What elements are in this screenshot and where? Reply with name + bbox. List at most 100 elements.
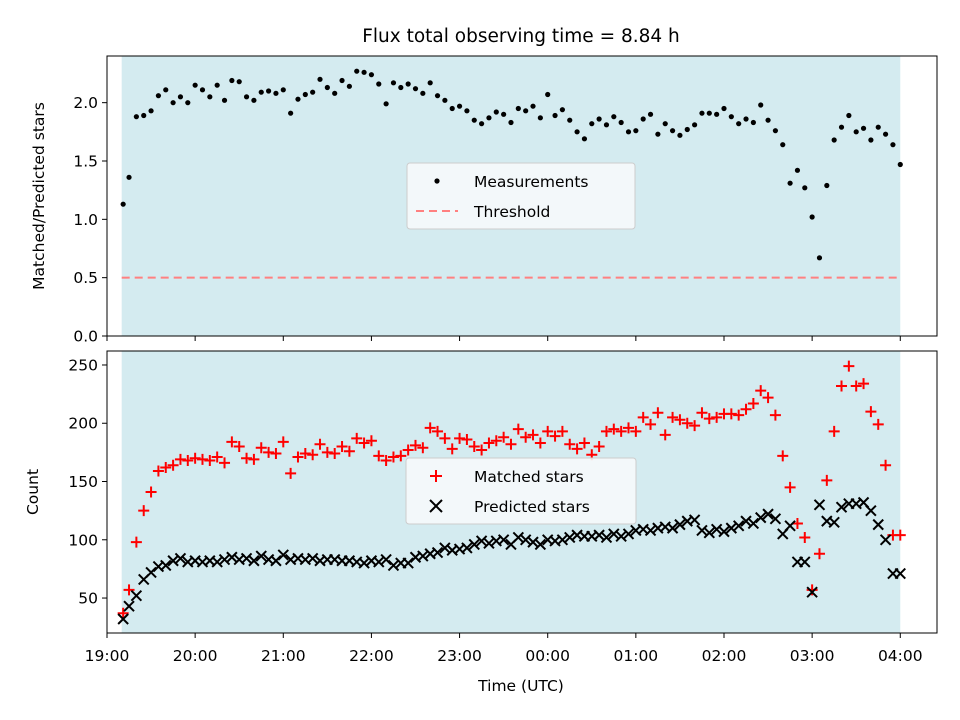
measurement-point xyxy=(728,114,734,120)
measurement-point xyxy=(853,129,859,135)
measurement-point xyxy=(464,108,470,114)
matched-star-point xyxy=(468,441,480,453)
matched-star-point xyxy=(850,380,862,392)
x-tick-label: 03:00 xyxy=(790,647,835,665)
measurement-point xyxy=(265,88,272,94)
measurement-point xyxy=(493,109,499,115)
measurement-point xyxy=(574,129,580,135)
matched-legend-marker xyxy=(430,470,442,482)
measurement-point xyxy=(721,105,727,112)
top-panel: 0.00.51.01.52.0 Matched/Predicted stars … xyxy=(30,55,938,346)
matched-star-point xyxy=(571,443,583,455)
measurement-point xyxy=(625,129,632,135)
matched-star-point xyxy=(843,360,855,372)
predicted-star-point xyxy=(813,499,826,511)
x-tick-label: 21:00 xyxy=(261,647,306,665)
measurement-point xyxy=(243,94,250,100)
measurement-point xyxy=(310,89,316,95)
x-tick-label: 04:00 xyxy=(878,647,923,665)
matched-star-point xyxy=(277,436,289,448)
x-tick-label: 01:00 xyxy=(614,647,659,665)
matched-star-point xyxy=(505,438,517,450)
measurement-point xyxy=(890,142,896,148)
measurement-point xyxy=(699,110,705,116)
matched-star-point xyxy=(652,407,664,419)
matched-star-point xyxy=(145,486,157,498)
matched-star-point xyxy=(747,397,759,409)
measurement-point xyxy=(251,97,257,103)
matched-star-point xyxy=(152,465,164,477)
measurement-point xyxy=(324,84,330,91)
matched-star-point xyxy=(226,436,238,448)
matched-star-point xyxy=(117,607,129,619)
measurement-point xyxy=(677,132,683,138)
measurement-point xyxy=(868,137,874,143)
threshold-legend-label: Threshold xyxy=(473,203,550,221)
predicted-star-point xyxy=(710,523,723,535)
predicted-star-point xyxy=(534,538,547,551)
matched-star-point xyxy=(387,451,399,463)
predicted-star-point xyxy=(556,534,569,546)
predicted-star-point xyxy=(799,556,811,568)
bottom-legend: Matched stars Predicted stars xyxy=(405,457,637,525)
predicted-star-point xyxy=(130,590,143,602)
predicted-star-point xyxy=(255,550,267,562)
measurement-point xyxy=(339,77,345,84)
measurement-point xyxy=(537,115,543,121)
measurement-point xyxy=(368,72,375,78)
measurement-point xyxy=(596,116,602,122)
predicted-star-point xyxy=(725,522,738,534)
matched-star-point xyxy=(600,425,612,437)
measurement-point xyxy=(875,124,881,130)
predicted-star-point xyxy=(402,557,414,569)
measurement-point xyxy=(479,121,485,127)
matched-star-point xyxy=(865,406,877,418)
predicted-star-point xyxy=(828,516,840,529)
matched-star-point xyxy=(667,411,679,423)
matched-star-point xyxy=(828,425,840,437)
measurement-point xyxy=(662,121,668,127)
matched-star-point xyxy=(160,462,172,474)
matched-star-point xyxy=(755,385,767,397)
measurement-point xyxy=(273,90,279,96)
measurement-point xyxy=(809,214,815,220)
predicted-star-point xyxy=(431,546,444,559)
predicted-star-point xyxy=(306,552,319,565)
measurement-point xyxy=(633,128,639,134)
x-tick-label: 02:00 xyxy=(702,647,747,665)
predicted-star-point xyxy=(666,522,679,534)
measurement-point xyxy=(207,94,213,100)
matched-star-point xyxy=(703,413,715,425)
matched-star-point xyxy=(740,403,752,415)
matched-star-point xyxy=(402,444,414,456)
predicted-star-point xyxy=(608,528,620,540)
x-tick-label: 19:00 xyxy=(85,647,130,665)
matched-star-point xyxy=(373,450,385,462)
matched-star-point xyxy=(321,446,333,458)
matched-star-point xyxy=(549,430,561,442)
matched-star-point xyxy=(777,450,789,462)
matched-star-point xyxy=(725,408,737,420)
measurement-point xyxy=(177,94,184,100)
matched-star-point xyxy=(498,431,510,443)
top-y-tick-label: 0.5 xyxy=(73,269,98,287)
matched-star-point xyxy=(542,425,554,437)
predicted-star-point xyxy=(167,555,179,567)
measurement-point xyxy=(838,124,845,130)
measurement-point xyxy=(508,119,514,126)
measurement-point xyxy=(692,122,698,128)
matched-star-point xyxy=(174,453,186,465)
predicted-star-point xyxy=(417,550,429,562)
predicted-star-point xyxy=(872,518,884,531)
matched-star-point xyxy=(872,418,884,430)
measurement-point xyxy=(545,91,551,98)
matched-star-point xyxy=(189,452,201,464)
measurement-point xyxy=(302,91,308,98)
chart-title: Flux total observing time = 8.84 h xyxy=(362,26,680,47)
matched-star-point xyxy=(615,425,627,437)
measurement-point xyxy=(846,112,852,119)
measurement-point xyxy=(567,117,573,123)
matched-star-point xyxy=(894,529,906,541)
measurement-point xyxy=(765,117,771,123)
predicted-star-point xyxy=(865,504,877,517)
